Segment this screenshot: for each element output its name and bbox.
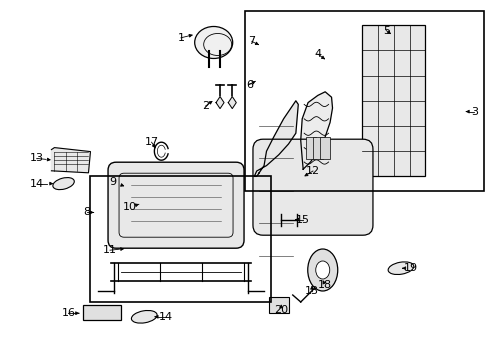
Text: 4: 4 bbox=[314, 49, 321, 59]
Polygon shape bbox=[228, 96, 236, 109]
FancyBboxPatch shape bbox=[108, 162, 244, 248]
Text: 20: 20 bbox=[274, 305, 287, 315]
Ellipse shape bbox=[131, 310, 157, 323]
Bar bbox=[320, 137, 329, 159]
Polygon shape bbox=[300, 92, 332, 169]
Ellipse shape bbox=[307, 249, 337, 291]
Ellipse shape bbox=[387, 262, 413, 275]
Text: 17: 17 bbox=[144, 137, 158, 147]
Bar bbox=[244, 11, 483, 191]
Text: 14: 14 bbox=[159, 312, 173, 322]
Bar bbox=[269, 297, 288, 313]
Ellipse shape bbox=[53, 177, 74, 190]
Text: 11: 11 bbox=[103, 245, 117, 255]
Text: 6: 6 bbox=[245, 80, 252, 90]
Ellipse shape bbox=[194, 27, 232, 58]
Bar bbox=[83, 305, 121, 320]
Text: 19: 19 bbox=[403, 263, 417, 273]
Text: 13: 13 bbox=[305, 286, 318, 296]
Bar bbox=[361, 25, 425, 176]
Text: 2: 2 bbox=[202, 101, 208, 111]
Text: 8: 8 bbox=[83, 207, 90, 217]
Ellipse shape bbox=[315, 261, 329, 279]
Bar bbox=[305, 137, 315, 159]
Bar bbox=[90, 176, 271, 302]
Text: 15: 15 bbox=[296, 215, 309, 225]
Text: 3: 3 bbox=[470, 107, 477, 117]
Text: 1: 1 bbox=[177, 33, 184, 43]
Polygon shape bbox=[216, 96, 224, 109]
Text: 5: 5 bbox=[382, 26, 389, 36]
Polygon shape bbox=[51, 148, 90, 173]
Bar bbox=[312, 137, 322, 159]
Text: 16: 16 bbox=[61, 308, 75, 318]
Text: 9: 9 bbox=[109, 177, 116, 187]
Text: 14: 14 bbox=[30, 179, 43, 189]
FancyBboxPatch shape bbox=[252, 139, 372, 235]
Text: 18: 18 bbox=[318, 280, 331, 291]
Text: 7: 7 bbox=[248, 36, 255, 46]
Text: 12: 12 bbox=[305, 166, 319, 176]
Text: 10: 10 bbox=[122, 202, 136, 212]
Text: 13: 13 bbox=[30, 153, 43, 163]
Polygon shape bbox=[254, 101, 298, 176]
